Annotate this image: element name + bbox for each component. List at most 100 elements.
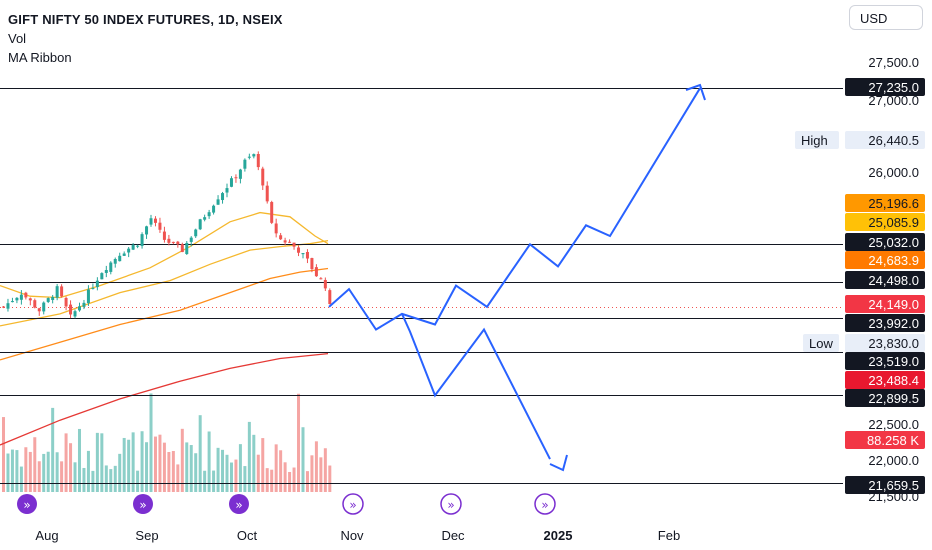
candle-body (247, 156, 251, 158)
projection-down-arrowhead (549, 454, 568, 472)
volume-bar (37, 461, 41, 492)
time-axis[interactable]: Aug Sep Oct Nov Dec 2025 Feb (0, 522, 843, 550)
volume-bar (283, 462, 287, 492)
price-tag-value: 24,149.0 (868, 297, 919, 312)
currency-button[interactable]: USD (849, 5, 923, 30)
price-tag-value: 23,488.4 (868, 373, 919, 388)
candle-body (167, 238, 171, 243)
price-tag-bg (845, 213, 925, 231)
volume-bar (122, 437, 126, 492)
candle-body (82, 302, 86, 307)
price-tag-bg (845, 314, 925, 332)
volume-bar (221, 449, 225, 492)
event-marker-icon: » (17, 494, 37, 514)
time-axis-bg (0, 522, 843, 550)
volume-bar (46, 451, 50, 492)
volume-bar (323, 448, 327, 492)
volume-bar (42, 453, 46, 492)
candle-body (46, 298, 50, 302)
symbol-title[interactable]: GIFT NIFTY 50 INDEX FUTURES, 1D, NSEIX (8, 12, 283, 27)
candle-body (314, 267, 318, 277)
price-axis-tick: 27,000.0 (868, 93, 919, 108)
candle-body (256, 154, 260, 168)
ma-ribbon (0, 211, 329, 446)
volume-bar (288, 471, 292, 492)
event-marker-icon: » (133, 494, 153, 514)
event-marker-icon: » (440, 493, 462, 515)
event-marker-icon: » (342, 493, 364, 515)
volume-bar (149, 393, 153, 492)
candle-body (77, 306, 81, 311)
candle-body (113, 259, 117, 264)
volume-bar (2, 417, 5, 492)
candle-body (10, 301, 14, 303)
candle-body (212, 205, 216, 213)
candle-body (64, 297, 68, 307)
price-tag: 27,235.0 (845, 78, 925, 96)
candle-body (158, 222, 162, 230)
volume-bar (207, 431, 211, 492)
volume-bar (256, 454, 260, 492)
price-tag-value: 21,659.5 (868, 478, 919, 493)
volume-bar (279, 450, 283, 492)
ma-ribbon-indicator-label[interactable]: MA Ribbon (8, 50, 72, 65)
volume-bar (86, 450, 90, 492)
candle-body (243, 159, 247, 169)
candle-body (145, 226, 149, 235)
volume-bar (265, 468, 269, 492)
volume-bar (24, 447, 28, 492)
price-tag: 21,659.5 (845, 476, 925, 494)
projection-up-arrowhead (685, 83, 706, 101)
price-tag-value: 88.258 K (867, 433, 919, 448)
time-axis-tick: 2025 (544, 528, 573, 543)
candle-body (109, 262, 113, 272)
price-tag-bg (845, 352, 925, 370)
candle-body (149, 218, 153, 225)
price-tag-bg (845, 131, 925, 149)
volume-bar (69, 443, 73, 492)
candle-body (229, 178, 233, 187)
volume-bar (189, 445, 193, 492)
price-tag-value: 23,830.0 (868, 336, 919, 351)
horizontal-levels[interactable] (0, 88, 843, 484)
candle-body (2, 306, 5, 308)
svg-text:»: » (23, 498, 30, 512)
volume-bar (109, 469, 113, 492)
volume-bar (198, 415, 202, 492)
volume-bar (225, 454, 229, 492)
volume-indicator-label[interactable]: Vol (8, 31, 27, 46)
volume-bar (95, 432, 99, 492)
candle-body (297, 247, 301, 253)
candle-body (207, 212, 211, 217)
projection-paths[interactable] (328, 83, 706, 472)
event-marker-icon: » (534, 493, 556, 515)
candle-body (15, 297, 19, 301)
volume-bar (145, 442, 149, 492)
price-tag-bg (845, 389, 925, 407)
candle-body (122, 253, 126, 256)
volume-bar (127, 439, 131, 492)
price-tag-value: 26,440.5 (868, 133, 919, 148)
event-markers[interactable]: » » » » » » (17, 493, 556, 515)
volume-bar (229, 462, 233, 492)
price-tag: Low 23,830.0 (803, 334, 925, 352)
price-tag-bg (845, 431, 925, 449)
volume-bar (55, 452, 59, 492)
candle-body (270, 202, 274, 223)
candle-body (279, 235, 283, 240)
svg-text:»: » (349, 498, 356, 512)
price-tag: 23,488.4 (845, 371, 925, 389)
volume-bar (113, 465, 117, 492)
candle-body (189, 237, 193, 242)
price-tag-value: 27,235.0 (868, 80, 919, 95)
candle-body (42, 302, 46, 312)
svg-text:»: » (541, 498, 548, 512)
price-tags: 27,235.0 High 26,440.5 25,196.6 25,085.9 25,0… (795, 78, 925, 494)
svg-text:»: » (139, 498, 146, 512)
price-tag-label-bg (795, 131, 839, 149)
volume-bar (185, 442, 189, 492)
volume-bar (171, 450, 175, 492)
price-tag: 23,992.0 (845, 314, 925, 332)
price-tag: 24,683.9 (845, 251, 925, 269)
